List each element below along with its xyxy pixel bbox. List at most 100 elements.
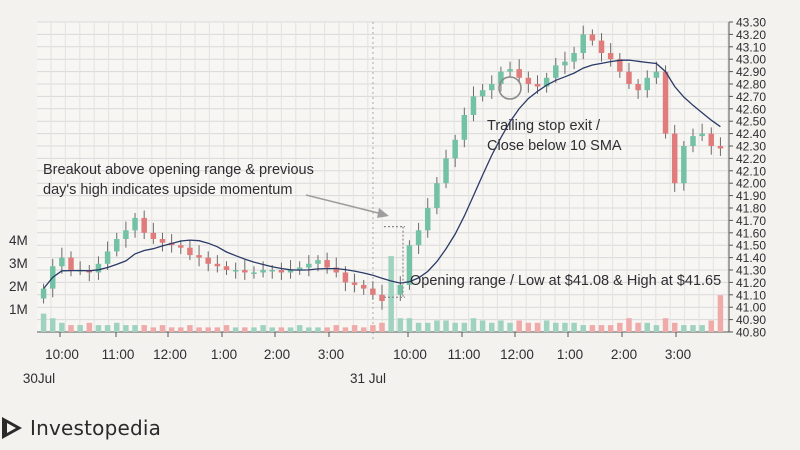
candle-up — [653, 71, 660, 78]
candle-down — [534, 84, 541, 87]
candle-up — [452, 139, 458, 159]
price-tick-label: 41.40 — [736, 251, 766, 265]
volume-bar — [681, 325, 687, 332]
candle-down — [671, 133, 678, 184]
volume-bar — [498, 320, 504, 332]
trailing-stop-annotation-line2: Close below 10 SMA — [487, 138, 622, 154]
candle-up — [553, 65, 559, 78]
candle-up — [132, 217, 138, 231]
candle-up — [498, 71, 504, 84]
day-label: 30Jul — [23, 371, 55, 386]
candle-up — [306, 263, 312, 268]
price-tick-label: 42.60 — [736, 102, 766, 116]
volume-bar — [287, 327, 294, 332]
price-tick-label: 43.30 — [736, 16, 766, 30]
volume-bar — [452, 322, 458, 332]
price-tick-label: 42.00 — [736, 177, 766, 191]
volume-bar — [424, 322, 431, 332]
volume-bar — [196, 327, 202, 332]
volume-bar — [114, 322, 120, 332]
candle-down — [626, 71, 632, 84]
time-tick-label: 12:00 — [153, 347, 187, 362]
candle-up — [562, 61, 568, 66]
candle-down — [214, 263, 221, 267]
volume-bar — [653, 325, 660, 332]
candle-down — [278, 270, 285, 273]
candle-up — [690, 136, 696, 146]
candle-down — [607, 53, 614, 60]
volume-bar — [342, 327, 349, 332]
volume-bar — [278, 327, 285, 332]
opening-range-annotation-text: Opening range / Low at $41.08 & High at … — [410, 273, 722, 289]
volume-bar — [470, 318, 477, 332]
candle-up — [232, 270, 239, 272]
price-tick-label: 41.10 — [736, 288, 766, 302]
price-tick-label: 41.70 — [736, 214, 766, 228]
price-tick-label: 42.20 — [736, 152, 766, 166]
time-tick-label: 11:00 — [448, 347, 481, 362]
volume-bar — [443, 320, 449, 332]
volume-bar — [324, 327, 330, 332]
candle-up — [644, 77, 650, 91]
candle-up — [507, 69, 513, 72]
candle-up — [315, 260, 321, 264]
volume-tick-label: 2M — [9, 279, 28, 294]
volume-bar — [205, 327, 211, 332]
volume-bar — [489, 322, 495, 332]
candle-up — [580, 34, 586, 53]
time-tick-label: 10:00 — [393, 347, 427, 362]
volume-bar — [662, 318, 669, 332]
volume-bar — [232, 327, 239, 332]
volume-bar — [598, 325, 605, 332]
volume-bar — [68, 325, 74, 332]
volume-bar — [543, 320, 550, 332]
volume-bar — [306, 327, 312, 332]
volume-bar — [690, 325, 696, 332]
candle-down — [333, 267, 340, 273]
candle-down — [324, 260, 330, 268]
price-tick-label: 41.90 — [736, 189, 766, 203]
price-tick-label: 42.90 — [736, 65, 766, 79]
price-tick-label: 43.20 — [736, 28, 766, 42]
volume-bar — [86, 322, 93, 332]
price-tick-label: 40.80 — [736, 326, 766, 340]
volume-bar — [516, 320, 522, 332]
candle-up — [260, 270, 266, 273]
opening-range-annotation: Opening range / Low at $41.08 & High at … — [410, 271, 721, 291]
volume-bar — [104, 325, 111, 332]
price-tick-label: 41.20 — [736, 276, 766, 290]
candle-up — [269, 270, 275, 272]
price-tick-label: 41.60 — [736, 226, 766, 240]
candle-up — [479, 90, 486, 97]
day-label: 31 Jul — [350, 371, 386, 386]
volume-bar — [59, 322, 65, 332]
candle-up — [406, 245, 413, 285]
volume-bar — [626, 318, 632, 332]
candle-up — [296, 267, 303, 270]
time-tick-label: 11:00 — [102, 347, 135, 362]
volume-tick-label: 1M — [9, 302, 28, 317]
candle-down — [196, 255, 202, 258]
candle-down — [379, 294, 385, 301]
price-tick-label: 42.50 — [736, 115, 766, 129]
candle-up — [123, 230, 129, 239]
candle-down — [589, 34, 596, 41]
plot-background — [37, 22, 729, 332]
time-tick-label: 3:00 — [318, 347, 344, 362]
trailing-stop-annotation: Trailing stop exit / Close below 10 SMA — [487, 116, 622, 156]
candle-down — [205, 257, 211, 264]
candle-down — [617, 59, 623, 72]
time-tick-label: 10:00 — [45, 347, 79, 362]
candle-down — [242, 270, 248, 273]
volume-bar — [699, 325, 705, 332]
price-tick-label: 41.80 — [736, 202, 766, 216]
volume-bar — [333, 325, 340, 332]
breakout-annotation-line1: Breakout above opening range & previous — [43, 162, 314, 178]
volume-bar — [159, 325, 166, 332]
candle-down — [150, 232, 157, 239]
candle-down — [635, 84, 641, 91]
volume-bar — [77, 325, 83, 332]
volume-bar — [187, 325, 193, 332]
volume-bar — [671, 322, 678, 332]
candle-down — [525, 77, 532, 84]
